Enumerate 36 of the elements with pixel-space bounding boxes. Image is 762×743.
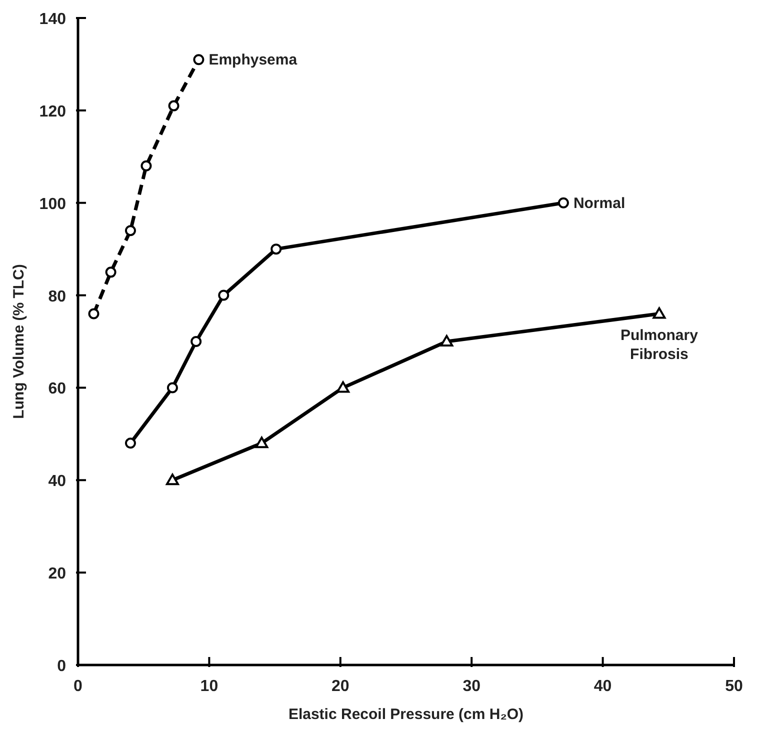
point	[124, 225, 136, 236]
series-label: Emphysema	[208, 52, 298, 69]
point	[190, 336, 202, 347]
x-tick-label: 0	[74, 678, 83, 695]
point	[255, 436, 268, 448]
y-tick-label: 40	[48, 473, 66, 490]
y-tick-label: 100	[39, 196, 66, 213]
y-tick-label: 60	[48, 380, 66, 398]
point	[193, 54, 204, 66]
series-label: Pulmonary Fibrosis	[620, 326, 699, 363]
point	[124, 438, 136, 449]
x-tick-label: 30	[462, 678, 481, 695]
x-tick-label: 40	[594, 678, 612, 695]
y-tick-label: 140	[39, 11, 66, 28]
point	[166, 474, 179, 486]
y-tick-label: 0	[57, 658, 66, 675]
point	[336, 381, 350, 393]
y-tick-label: 120	[39, 103, 66, 120]
point	[440, 335, 454, 346]
point	[652, 307, 666, 319]
point	[105, 266, 116, 278]
y-tick-label: 80	[48, 288, 66, 306]
x-tick-label: 20	[332, 678, 350, 695]
point	[140, 160, 152, 172]
x-axis-title: Elastic Recoil Pressure (cm H₂O)	[288, 706, 524, 723]
point	[88, 308, 100, 320]
point	[558, 197, 569, 208]
x-tick-label: 10	[200, 678, 218, 695]
x-tick-label: 50	[725, 678, 743, 695]
point	[218, 290, 230, 301]
point	[166, 382, 178, 394]
y-tick-label: 20	[48, 566, 66, 583]
series-label: Normal	[573, 194, 626, 212]
y-axis-title: Lung Volume (% TLC)	[10, 264, 28, 419]
point	[168, 100, 180, 112]
point	[270, 244, 282, 255]
